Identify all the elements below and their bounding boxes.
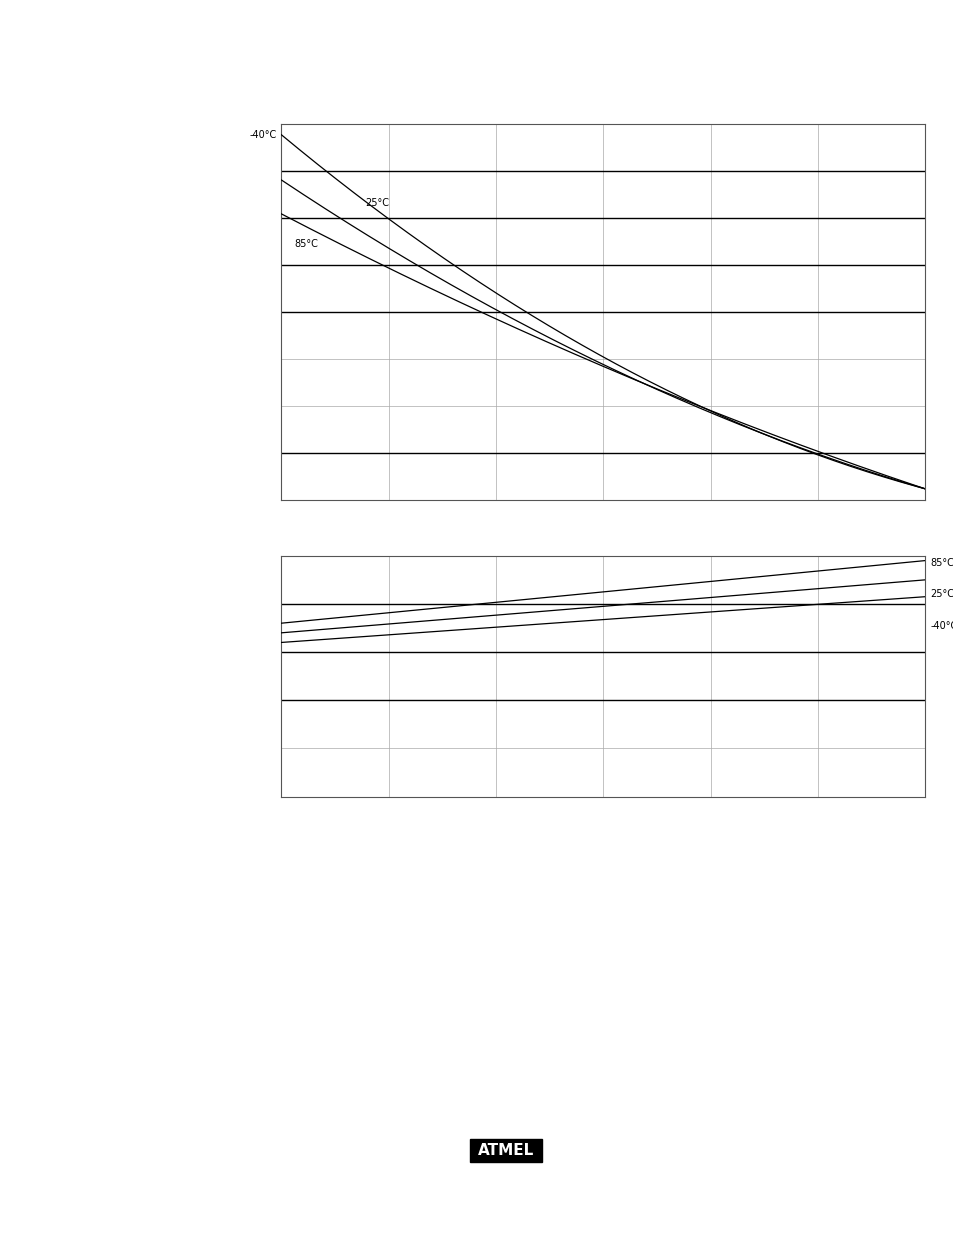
Text: 85°C: 85°C (294, 240, 318, 249)
Text: 85°C: 85°C (929, 558, 953, 568)
Text: 25°C: 25°C (929, 589, 953, 599)
Text: -40°C: -40°C (929, 621, 953, 631)
Text: ATMEL: ATMEL (477, 1144, 533, 1158)
Text: ATMEL: ATMEL (472, 1141, 538, 1160)
Text: -40°C: -40°C (249, 130, 276, 140)
Text: 25°C: 25°C (365, 198, 389, 207)
